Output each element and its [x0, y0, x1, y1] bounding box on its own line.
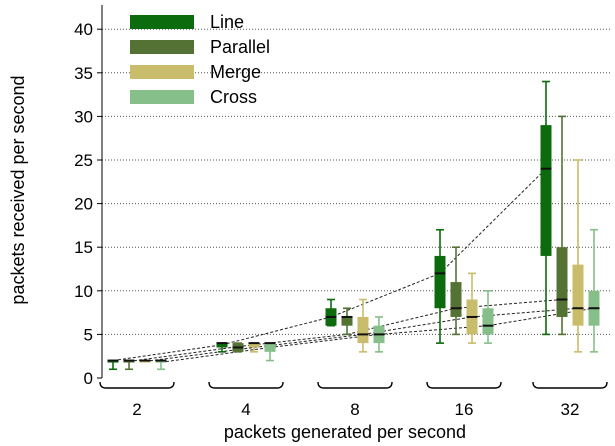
x-group-bracket	[317, 381, 393, 389]
box-line-16	[434, 228, 446, 344]
y-tick-label: 25	[74, 151, 93, 170]
legend-swatch-line	[130, 15, 194, 29]
x-tick-label: 32	[561, 400, 580, 419]
y-tick-labels: 0 5 10 15 20 25 30 35 40	[74, 20, 102, 388]
y-tick-label: 40	[74, 20, 93, 39]
box-body	[482, 308, 494, 335]
box-line-4	[216, 342, 228, 353]
mean-line-line	[112, 168, 547, 362]
y-tick-label: 35	[74, 64, 93, 83]
x-tick-label: 16	[455, 400, 474, 419]
box-body	[341, 316, 353, 326]
box-merge-32	[572, 159, 584, 353]
legend-swatch-merge	[130, 65, 194, 79]
mean-line-merge	[144, 307, 579, 362]
y-tick-label: 20	[74, 195, 93, 214]
box-cross-8	[373, 316, 385, 353]
box-body	[216, 343, 228, 348]
legend: Line Parallel Merge Cross	[130, 12, 270, 107]
box-line-2	[107, 359, 119, 371]
legend-swatch-parallel	[130, 40, 194, 54]
box-line-8	[325, 298, 337, 327]
legend-label-line: Line	[210, 12, 244, 32]
box-cross-32	[588, 228, 600, 353]
mean-lines	[112, 168, 595, 363]
x-tick-label: 2	[132, 400, 141, 419]
box-merge-16	[466, 272, 478, 344]
x-tick-label: 4	[241, 400, 250, 419]
box-cross-16	[482, 289, 494, 344]
box-merge-2	[139, 359, 151, 363]
x-tick-labels: 2 4 8 16 32	[99, 381, 608, 419]
box-merge-4	[248, 342, 260, 353]
box-parallel-16	[450, 246, 462, 336]
box-line-32	[540, 80, 552, 336]
legend-label-parallel: Parallel	[210, 37, 270, 57]
x-tick-label: 8	[350, 400, 359, 419]
y-axis-label: packets received per second	[8, 75, 28, 304]
box-body	[357, 316, 369, 344]
y-tick-label: 0	[84, 369, 93, 388]
box-parallel-32	[556, 115, 568, 336]
box-parallel-2	[123, 359, 135, 371]
box-body	[540, 125, 552, 256]
x-group-bracket	[99, 381, 175, 389]
box-body	[450, 282, 462, 317]
x-group-bracket	[532, 381, 608, 389]
y-tick-label: 15	[74, 238, 93, 257]
box-body	[572, 264, 584, 326]
legend-label-merge: Merge	[210, 62, 261, 82]
box-parallel-4	[232, 342, 244, 353]
y-tick-label: 30	[74, 107, 93, 126]
box-merge-8	[357, 298, 369, 353]
box-body	[248, 343, 260, 348]
box-body	[556, 247, 568, 317]
x-axis-label: packets generated per second	[224, 422, 466, 442]
box-cross-4	[264, 342, 276, 362]
boxes	[107, 80, 600, 371]
x-group-bracket	[208, 381, 284, 389]
y-tick-label: 5	[84, 325, 93, 344]
box-body	[434, 255, 446, 309]
box-cross-2	[155, 359, 167, 371]
box-body	[264, 343, 276, 352]
mean-line-parallel	[128, 299, 563, 362]
box-parallel-8	[341, 307, 353, 336]
legend-label-cross: Cross	[210, 87, 257, 107]
legend-swatch-cross	[130, 90, 194, 104]
x-group-bracket	[426, 381, 502, 389]
y-tick-label: 10	[74, 282, 93, 301]
